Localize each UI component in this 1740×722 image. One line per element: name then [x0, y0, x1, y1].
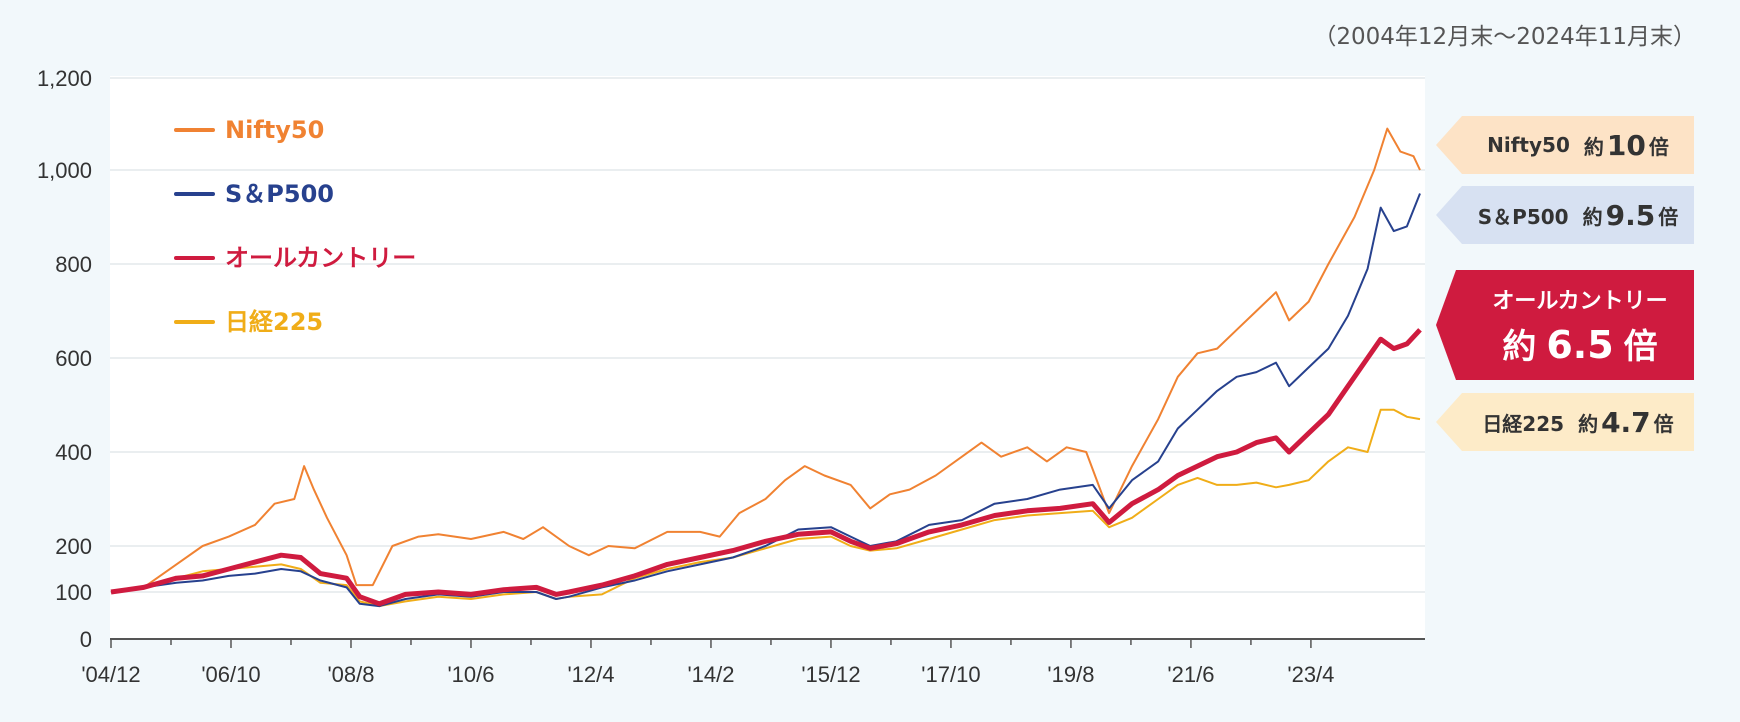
x-tick-label: '21/6 [1167, 662, 1214, 687]
period-label: （2004年12月末～2024年11月末） [1313, 24, 1696, 50]
x-tick-label: '06/10 [201, 662, 260, 687]
x-tick-label: '10/6 [447, 662, 494, 687]
x-tick-label: '08/8 [327, 662, 374, 687]
callout-suffix: 倍 [1653, 411, 1674, 436]
y-tick-label: 0 [80, 627, 92, 652]
callout-name: S＆P500 [1477, 204, 1569, 229]
legend-label: 日経225 [225, 308, 323, 336]
callout-value-row: 約 6.5 倍 [1502, 319, 1657, 368]
y-tick-label: 200 [55, 534, 92, 559]
callout-nifty50: Nifty50 約 10 倍 [1436, 116, 1694, 174]
series-line-allcountry [110, 328, 1422, 607]
y-tick-label: 1,200 [37, 66, 92, 91]
x-tick-label: '04/12 [81, 662, 140, 687]
x-tick-label: '12/4 [567, 662, 614, 687]
y-tick-label: 400 [55, 440, 92, 465]
callout-sp500: S＆P500 約 9.5 倍 [1436, 186, 1694, 244]
legend-label: Nifty50 [225, 116, 324, 144]
callout-suffix: 倍 [1623, 326, 1658, 367]
x-tick-label: '15/12 [801, 662, 860, 687]
callout-multiple: 6.5 [1546, 322, 1614, 367]
x-tick-label: '14/2 [687, 662, 734, 687]
callout-name: Nifty50 [1487, 133, 1570, 157]
series-lines [110, 127, 1422, 608]
callout-prefix: 約 [1578, 411, 1599, 436]
x-tick-label: '23/4 [1287, 662, 1334, 687]
callout-multiple: 9.5 [1605, 198, 1656, 232]
callout-allcountry: オールカントリー 約 6.5 倍 [1436, 270, 1694, 380]
y-tick-label: 600 [55, 346, 92, 371]
callout-prefix: 約 [1502, 326, 1537, 367]
series-line-nifty50 [110, 127, 1421, 593]
callout-suffix: 倍 [1658, 204, 1679, 229]
legend-label: S＆P500 [225, 180, 334, 208]
series-line-sp500 [110, 193, 1421, 608]
y-tick-label: 1,000 [37, 158, 92, 183]
series-line-nikkei225 [110, 408, 1421, 608]
x-tick-label: '19/8 [1047, 662, 1094, 687]
callout-multiple: 10 [1606, 128, 1646, 162]
x-tick-label: '17/10 [921, 662, 980, 687]
y-tick-label: 100 [55, 580, 92, 605]
callout-suffix: 倍 [1648, 134, 1669, 159]
callout-multiple: 4.7 [1601, 405, 1651, 439]
callout-nikkei225: 日経225 約 4.7 倍 [1436, 393, 1694, 451]
callout-prefix: 約 [1583, 134, 1604, 159]
x-axis: '04/12 '06/10 '08/8 '10/6 '12/4 '14/2 '15/12 '1… [81, 638, 1425, 687]
gridlines [110, 77, 1425, 593]
callout-name: 日経225 [1482, 411, 1565, 436]
y-axis: 0 100 200 400 600 800 1,000 1,200 [37, 66, 92, 652]
callout-name: オールカントリー [1492, 288, 1668, 314]
legend-label: オールカントリー [225, 244, 416, 272]
y-tick-label: 800 [55, 252, 92, 277]
callout-prefix: 約 [1582, 204, 1603, 229]
